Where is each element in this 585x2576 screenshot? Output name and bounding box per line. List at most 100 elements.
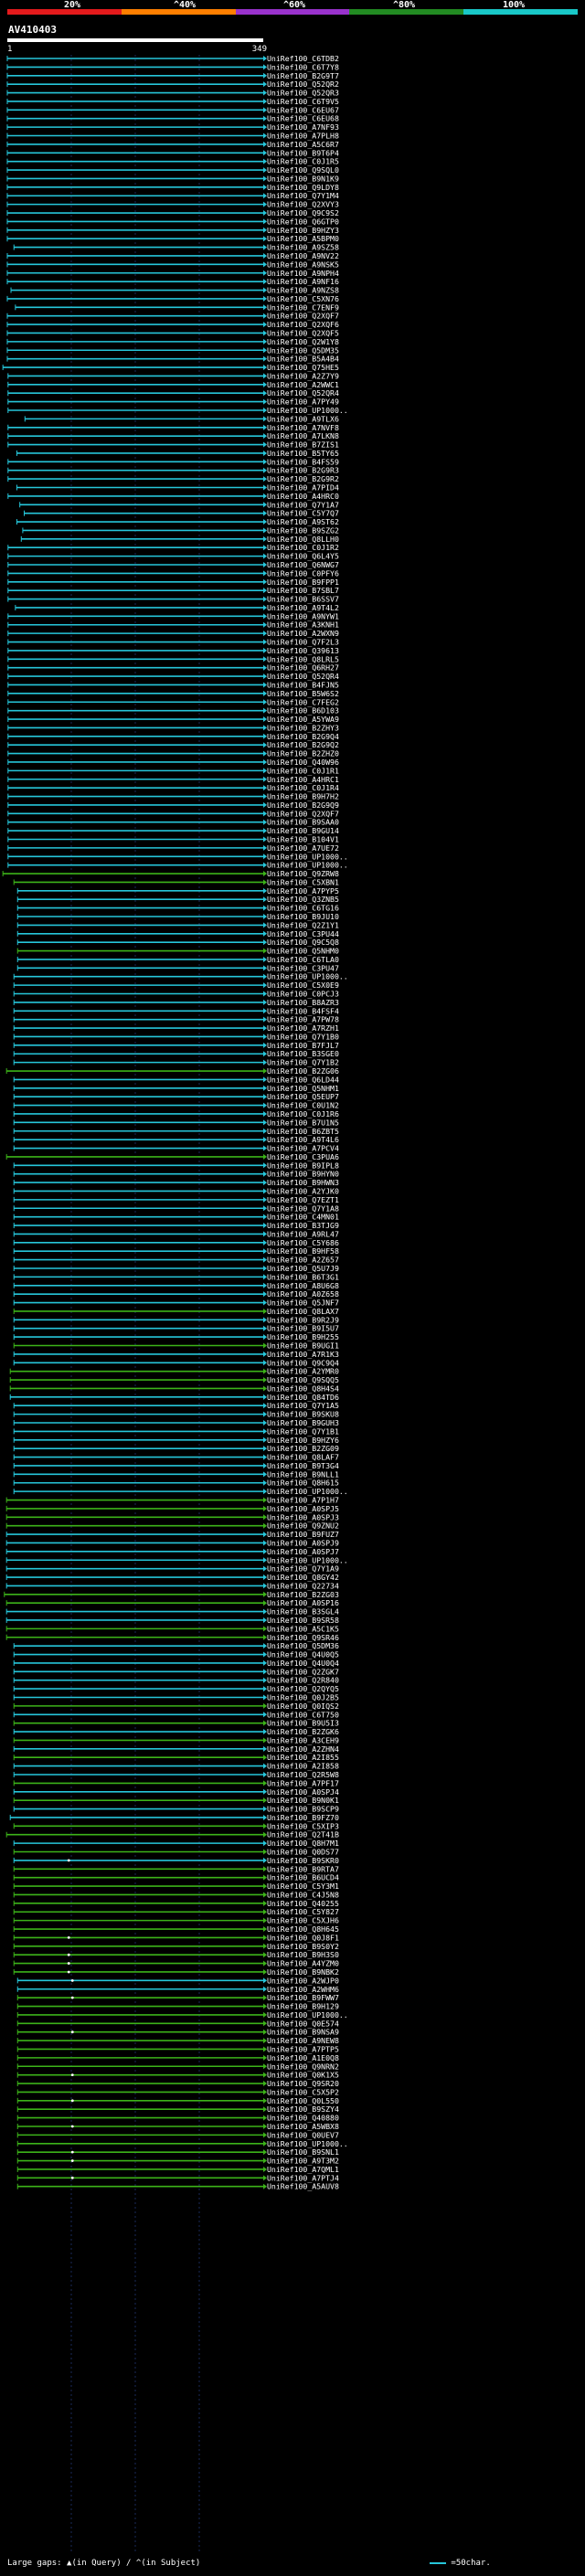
hit-end-arrow (263, 2175, 267, 2181)
hit-label: UniRef100_B2G9Q9 (267, 800, 339, 810)
hit-label: UniRef100_B5A4B4 (267, 355, 339, 364)
gap-marker (70, 2176, 74, 2179)
hit-label: UniRef100_Q39613 (267, 646, 339, 655)
hit-label: UniRef100_Q9SR20 (267, 2079, 339, 2088)
hit-label: UniRef100_Q8H4S4 (267, 1383, 339, 1393)
hit-end-arrow (263, 1094, 267, 1100)
hit-end-arrow (263, 2089, 267, 2095)
hit-label: UniRef100_B6SSV7 (267, 595, 339, 604)
hit-label: UniRef100_Q2XQF7 (267, 809, 339, 818)
hit-label: UniRef100_B9U5I3 (267, 1719, 339, 1728)
hit-end-arrow (263, 1214, 267, 1220)
hit-label: UniRef100_A7RZH1 (267, 1023, 339, 1033)
hit-label: UniRef100_B3TJG9 (267, 1221, 339, 1230)
hit-end-arrow (263, 493, 267, 499)
hit-end-arrow (263, 1772, 267, 1777)
hit-end-arrow (263, 647, 267, 653)
hit-label: UniRef100_A9T4L6 (267, 1135, 339, 1144)
hit-end-arrow (263, 991, 267, 997)
hit-label: UniRef100_A3KNH1 (267, 620, 339, 630)
hit-end-arrow (263, 956, 267, 962)
hit-label: UniRef100_A7QML1 (267, 2165, 339, 2174)
gap-subject-label: (in Subject) (141, 2559, 201, 2568)
hit-label: UniRef100_Q0IQS2 (267, 1701, 339, 1711)
hit-end-arrow (263, 2072, 267, 2078)
hit-end-arrow (263, 1892, 267, 1898)
hit-label: UniRef100_B9SNL1 (267, 2147, 339, 2157)
hit-end-arrow (263, 313, 267, 319)
hit-end-arrow (263, 922, 267, 928)
hit-end-arrow (263, 535, 267, 542)
hit-label: UniRef100_C5XIP3 (267, 1821, 339, 1830)
hit-end-arrow (263, 656, 267, 663)
hit-end-arrow (263, 604, 267, 610)
hit-end-arrow (263, 1797, 267, 1804)
hit-label: UniRef100_A5BPM0 (267, 234, 339, 243)
hit-end-arrow (263, 1814, 267, 1820)
hit-end-arrow (263, 596, 267, 602)
hit-label: UniRef100_A7P1H7 (267, 1496, 339, 1505)
hit-end-arrow (263, 1471, 267, 1478)
hit-end-arrow (263, 1505, 267, 1511)
hit-end-arrow (263, 227, 267, 233)
hit-label: UniRef100_B9JU10 (267, 912, 339, 921)
hit-label: UniRef100_Q2Z1Y1 (267, 920, 339, 929)
hit-label: UniRef100_B2ZG09 (267, 1444, 339, 1453)
hit-label: UniRef100_A2YJK0 (267, 1186, 339, 1195)
scale-legend: =50char. (430, 2559, 491, 2568)
hit-label: UniRef100_Q9NRN2 (267, 2062, 339, 2071)
hit-end-arrow (263, 373, 267, 379)
hit-end-arrow (263, 2081, 267, 2087)
hit-label: UniRef100_Q52QR2 (267, 80, 339, 89)
hit-label: UniRef100_Q5U7J9 (267, 1264, 339, 1273)
axis-end-label: 349 (252, 45, 267, 54)
percent-label: ^40% (174, 0, 197, 10)
hit-label: UniRef100_Q52QR4 (267, 388, 339, 398)
hit-end-arrow (263, 133, 267, 139)
hit-end-arrow (263, 1900, 267, 1906)
hit-label: UniRef100_Q8H7M1 (267, 1839, 339, 1848)
hit-label: UniRef100_Q6L4Y5 (267, 552, 339, 561)
hit-end-arrow (263, 2003, 267, 2009)
hit-label: UniRef100_A2WXN9 (267, 629, 339, 638)
hit-end-arrow (263, 193, 267, 199)
hit-end-arrow (263, 1308, 267, 1314)
hit-label: UniRef100_A9NSK5 (267, 260, 339, 269)
hit-end-arrow (263, 1223, 267, 1229)
hit-end-arrow (263, 801, 267, 808)
hit-label: UniRef100_B9FPP1 (267, 578, 339, 587)
axis-start-label: 1 (7, 45, 12, 54)
hit-end-arrow (263, 1831, 267, 1838)
hit-end-arrow (263, 1574, 267, 1581)
hit-label: UniRef100_A7NF93 (267, 122, 339, 132)
hit-label: UniRef100_B2ZHY3 (267, 723, 339, 732)
hit-end-arrow (263, 570, 267, 577)
hit-end-arrow (263, 1248, 267, 1255)
hit-label: UniRef100_B2G9Q4 (267, 732, 339, 741)
hit-end-arrow (263, 450, 267, 456)
hit-end-arrow (263, 407, 267, 413)
hit-end-arrow (263, 844, 267, 851)
hit-end-arrow (263, 218, 267, 225)
hit-label: UniRef100_Q2W1Y8 (267, 337, 339, 346)
gap-marker (70, 2099, 74, 2103)
hit-end-arrow (263, 158, 267, 164)
hit-end-arrow (263, 973, 267, 980)
color-bar-segment (121, 9, 236, 15)
hit-end-arrow (263, 776, 267, 782)
hit-label: UniRef100_B4FS59 (267, 457, 339, 466)
hit-end-arrow (263, 90, 267, 96)
hit-end-arrow (263, 322, 267, 328)
hit-end-arrow (263, 1995, 267, 2001)
hit-label: UniRef100_B4FJN5 (267, 680, 339, 689)
hit-label: UniRef100_A4HRC1 (267, 775, 339, 784)
hit-label: UniRef100_C0U1N2 (267, 1101, 339, 1110)
hit-label: UniRef100_B6D103 (267, 706, 339, 716)
hit-end-arrow (263, 2097, 267, 2104)
hit-label: UniRef100_Q5NHM1 (267, 1084, 339, 1093)
hit-end-arrow (263, 295, 267, 302)
hit-end-arrow (263, 107, 267, 113)
hit-label: UniRef100_Q8H645 (267, 1924, 339, 1934)
hit-label: UniRef100_Q7Y1M4 (267, 191, 339, 200)
identity-color-bar (7, 9, 578, 15)
